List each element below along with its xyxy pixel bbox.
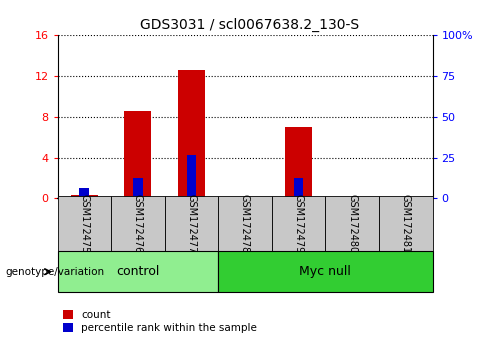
Text: GSM172479: GSM172479 bbox=[294, 194, 304, 253]
Bar bbox=[218, 251, 432, 292]
Bar bbox=[186, 155, 196, 198]
Bar bbox=[71, 195, 98, 198]
Text: Myc null: Myc null bbox=[300, 265, 352, 278]
Bar bbox=[124, 111, 151, 198]
Legend: count, percentile rank within the sample: count, percentile rank within the sample bbox=[62, 310, 258, 333]
Bar bbox=[133, 178, 142, 198]
Text: genotype/variation: genotype/variation bbox=[5, 267, 104, 277]
Bar bbox=[379, 196, 432, 251]
Bar bbox=[58, 196, 111, 251]
Text: GSM172475: GSM172475 bbox=[80, 194, 90, 253]
Text: GDS3031 / scl0067638.2_130-S: GDS3031 / scl0067638.2_130-S bbox=[140, 18, 360, 32]
Bar bbox=[58, 251, 218, 292]
Bar bbox=[272, 196, 326, 251]
Text: GSM172478: GSM172478 bbox=[240, 194, 250, 253]
Bar bbox=[326, 196, 379, 251]
Text: GSM172477: GSM172477 bbox=[186, 194, 196, 253]
Text: control: control bbox=[116, 265, 160, 278]
Bar bbox=[294, 178, 304, 198]
Bar bbox=[111, 196, 164, 251]
Bar bbox=[164, 196, 218, 251]
Text: GSM172476: GSM172476 bbox=[133, 194, 143, 253]
Bar bbox=[178, 70, 205, 198]
Text: GSM172480: GSM172480 bbox=[347, 194, 357, 253]
Text: GSM172481: GSM172481 bbox=[400, 194, 410, 253]
Bar bbox=[218, 196, 272, 251]
Bar bbox=[80, 188, 89, 198]
Bar bbox=[285, 127, 312, 198]
